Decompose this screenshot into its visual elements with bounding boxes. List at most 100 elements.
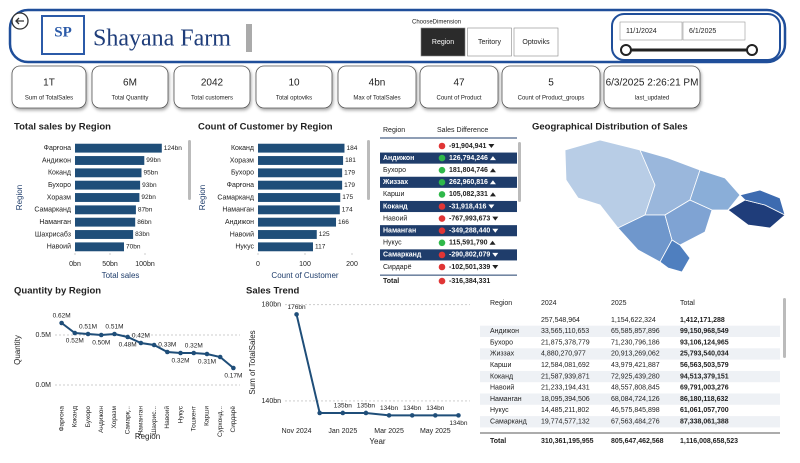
- kpi-card: [603, 65, 701, 109]
- scrollbar[interactable]: [783, 298, 786, 358]
- kpi-label: Max of TotalSales: [353, 96, 400, 102]
- dimension-button-label: Region: [432, 39, 454, 46]
- table-cell: 33,565,110,653: [541, 328, 589, 335]
- table-cell: 87,338,061,388: [680, 419, 729, 426]
- status-dot: [438, 277, 446, 285]
- table-cell: 65,585,857,896: [611, 328, 660, 335]
- date-to: 6/1/2025: [689, 28, 716, 35]
- kpi-card: [419, 65, 499, 109]
- table-cell: Жиззах: [490, 351, 515, 358]
- table-header: Sales Difference: [437, 127, 488, 134]
- y-tick-label: 0.0M: [35, 382, 51, 389]
- kpi-value: 1T: [43, 78, 55, 89]
- kpi-value: 6/3/2025 2:26:21 PM: [606, 78, 699, 89]
- slider-handle[interactable]: [746, 44, 758, 56]
- bar: [258, 217, 337, 227]
- table-cell: 46,575,845,898: [611, 407, 660, 414]
- table-cell: 18,095,394,506: [541, 396, 590, 403]
- kpi-label: Count of Product_groups: [518, 96, 585, 102]
- value-label: 0.50M: [92, 340, 110, 347]
- table-cell: Андижон: [490, 328, 519, 335]
- table-cell: 61,061,057,700: [680, 407, 729, 414]
- bar: [75, 205, 136, 215]
- chart-title: Quantity by Region: [14, 286, 101, 297]
- total-label: Total: [383, 278, 399, 285]
- table-header: Region: [383, 127, 405, 134]
- scrollbar[interactable]: [367, 140, 370, 200]
- table-header: Region: [490, 300, 512, 307]
- difference-cell: 105,082,331: [449, 191, 488, 198]
- bar: [258, 156, 344, 165]
- table-cell: Нукус: [490, 407, 509, 414]
- category-label: Хоразм: [47, 194, 71, 201]
- x-tick-label: 200: [346, 261, 358, 268]
- kpi-value: 5: [548, 78, 554, 89]
- point: [294, 312, 299, 317]
- total-cell: 1,116,008,658,523: [680, 438, 738, 445]
- value-label: 83bn: [135, 231, 150, 238]
- map-region: [739, 189, 786, 216]
- point: [409, 413, 415, 418]
- point: [72, 330, 78, 336]
- category-label: Коканд: [231, 145, 254, 152]
- difference-cell: -31,918,416: [449, 203, 486, 210]
- x-tick-label: Сирдарё: [230, 406, 237, 433]
- value-label: 117: [315, 244, 326, 251]
- category-label: Наманган: [222, 207, 254, 214]
- value-label: 92bn: [141, 194, 156, 201]
- scrollbar[interactable]: [518, 142, 521, 202]
- value-label: 0.62M: [53, 313, 71, 320]
- value-label: 125: [319, 231, 330, 238]
- trend-arrow: [492, 228, 499, 233]
- row-shade: [480, 393, 780, 405]
- x-tick-label: May 2025: [420, 428, 451, 435]
- table-cell: 94,513,379,151: [680, 373, 729, 380]
- table-cell: 86,180,118,632: [680, 396, 728, 403]
- bar: [258, 230, 317, 239]
- difference-cell: 126,794,246: [449, 155, 488, 162]
- x-tick-label: Сурхонд...: [217, 406, 224, 437]
- table-cell: 71,230,796,186: [611, 339, 660, 346]
- total-value: -316,384,331: [449, 278, 490, 285]
- table-cell: 19,774,577,132: [541, 419, 590, 426]
- category-label: Бухоро: [231, 170, 254, 177]
- kpi-card: [501, 65, 601, 109]
- dimension-button[interactable]: [467, 27, 512, 57]
- value-label: 134bn: [403, 405, 421, 412]
- date-from: 11/1/2024: [626, 28, 657, 35]
- x-tick-label: Фарғона: [58, 406, 65, 432]
- total-cell: 310,361,195,955: [541, 438, 594, 445]
- x-tick-label: Nov 2024: [282, 428, 312, 435]
- point: [165, 349, 170, 355]
- x-axis-title: Total sales: [102, 271, 140, 280]
- title-divider: [246, 24, 252, 52]
- value-label: 99bn: [146, 157, 161, 164]
- kpi-label: Sum of TotalSales: [25, 96, 73, 102]
- scrollbar[interactable]: [188, 140, 191, 200]
- difference-cell: -767,993,673: [449, 215, 490, 222]
- table-cell: 68,084,724,126: [611, 396, 660, 403]
- value-label: 135bn: [334, 403, 352, 410]
- app-title: Shayana Farm: [93, 26, 231, 52]
- date-to-box[interactable]: [682, 21, 746, 41]
- kpi-label: Total Quantity: [112, 96, 149, 102]
- point: [204, 351, 210, 357]
- region-cell: Самарканд: [383, 252, 422, 259]
- kpi-value: 47: [453, 78, 465, 89]
- date-from-box[interactable]: [619, 21, 683, 41]
- total-cell: Total: [490, 438, 506, 445]
- slider-handle[interactable]: [620, 44, 632, 56]
- x-tick-label: 0bn: [69, 261, 81, 268]
- dimension-button[interactable]: [513, 27, 559, 57]
- table-cell: 257,548,964: [541, 317, 580, 324]
- trend-arrow: [488, 204, 495, 209]
- dimension-button[interactable]: [420, 27, 466, 57]
- x-axis-title: Region: [135, 432, 160, 441]
- trend-arrow: [492, 216, 499, 221]
- value-label: 134bn: [449, 420, 467, 427]
- value-label: 0.51M: [79, 324, 97, 331]
- status-dot: [438, 142, 446, 150]
- point: [112, 331, 117, 337]
- region-cell: Карши: [383, 191, 404, 198]
